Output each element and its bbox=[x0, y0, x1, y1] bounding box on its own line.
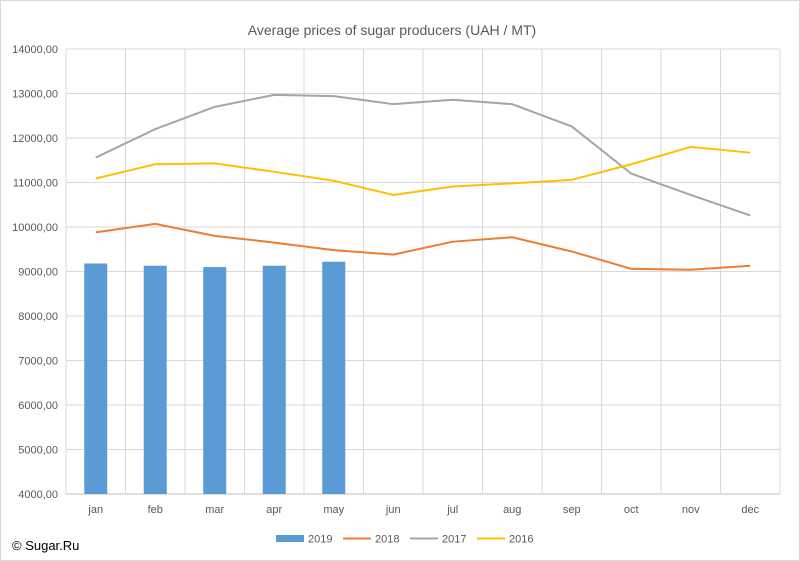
y-tick-label: 12000,00 bbox=[12, 133, 58, 145]
y-tick-label: 14000,00 bbox=[12, 44, 58, 56]
bar-2019-jan bbox=[84, 263, 108, 494]
y-tick-label: 13000,00 bbox=[12, 89, 58, 101]
y-tick-label: 6000,00 bbox=[18, 400, 58, 412]
bar-layer bbox=[84, 261, 346, 494]
x-tick-label: jan bbox=[87, 504, 103, 516]
y-tick-label: 5000,00 bbox=[18, 445, 58, 457]
x-tick-label: jun bbox=[385, 504, 401, 516]
x-tick-label: aug bbox=[503, 504, 521, 516]
x-tick-label: mar bbox=[205, 504, 224, 516]
y-axis-ticks: 4000,00 5000,00 6000,00 7000,00 8000,00 9000,… bbox=[12, 44, 58, 501]
bar-2019-apr bbox=[262, 265, 286, 494]
y-tick-label: 10000,00 bbox=[12, 222, 58, 234]
x-tick-label: feb bbox=[148, 504, 163, 516]
legend: 2019 2018 2017 2016 bbox=[276, 534, 533, 546]
chart-title: Average prices of sugar producers (UAH /… bbox=[248, 22, 536, 38]
x-axis-ticks: jan feb mar apr may jun jul aug sep oct nov dec bbox=[87, 504, 759, 516]
x-tick-label: jul bbox=[446, 504, 458, 516]
y-tick-label: 7000,00 bbox=[18, 356, 58, 368]
x-tick-label: may bbox=[323, 504, 344, 516]
grid-layer bbox=[65, 48, 781, 495]
legend-label-2017: 2017 bbox=[442, 534, 466, 546]
legend-swatch-2019 bbox=[276, 535, 304, 542]
line-layer bbox=[95, 93, 751, 271]
bar-2019-feb bbox=[143, 265, 167, 494]
line-series-2016 bbox=[95, 145, 751, 196]
y-tick-label: 4000,00 bbox=[18, 489, 58, 501]
copyright-text: © Sugar.Ru bbox=[12, 538, 79, 553]
line-series-2017 bbox=[95, 93, 751, 217]
bar-2019-may bbox=[322, 261, 346, 494]
y-tick-label: 9000,00 bbox=[18, 267, 58, 279]
x-tick-label: nov bbox=[682, 504, 700, 516]
y-tick-label: 11000,00 bbox=[13, 178, 58, 190]
x-tick-label: apr bbox=[266, 504, 282, 516]
x-tick-label: sep bbox=[563, 504, 581, 516]
y-tick-label: 8000,00 bbox=[18, 311, 58, 323]
legend-label-2018: 2018 bbox=[375, 534, 399, 546]
legend-label-2016: 2016 bbox=[509, 534, 533, 546]
x-tick-label: dec bbox=[741, 504, 759, 516]
line-series-2018 bbox=[95, 222, 751, 271]
x-tick-label: oct bbox=[624, 504, 639, 516]
bar-2019-mar bbox=[203, 267, 227, 494]
legend-label-2019: 2019 bbox=[308, 534, 332, 546]
